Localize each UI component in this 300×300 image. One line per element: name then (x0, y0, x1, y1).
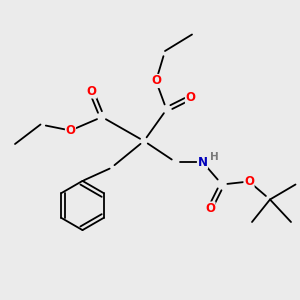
Text: O: O (86, 85, 97, 98)
Text: O: O (244, 175, 254, 188)
Text: N: N (197, 155, 208, 169)
Text: O: O (151, 74, 161, 88)
Text: O: O (205, 202, 215, 215)
Text: O: O (185, 91, 196, 104)
Text: H: H (209, 152, 218, 162)
Text: O: O (65, 124, 76, 137)
